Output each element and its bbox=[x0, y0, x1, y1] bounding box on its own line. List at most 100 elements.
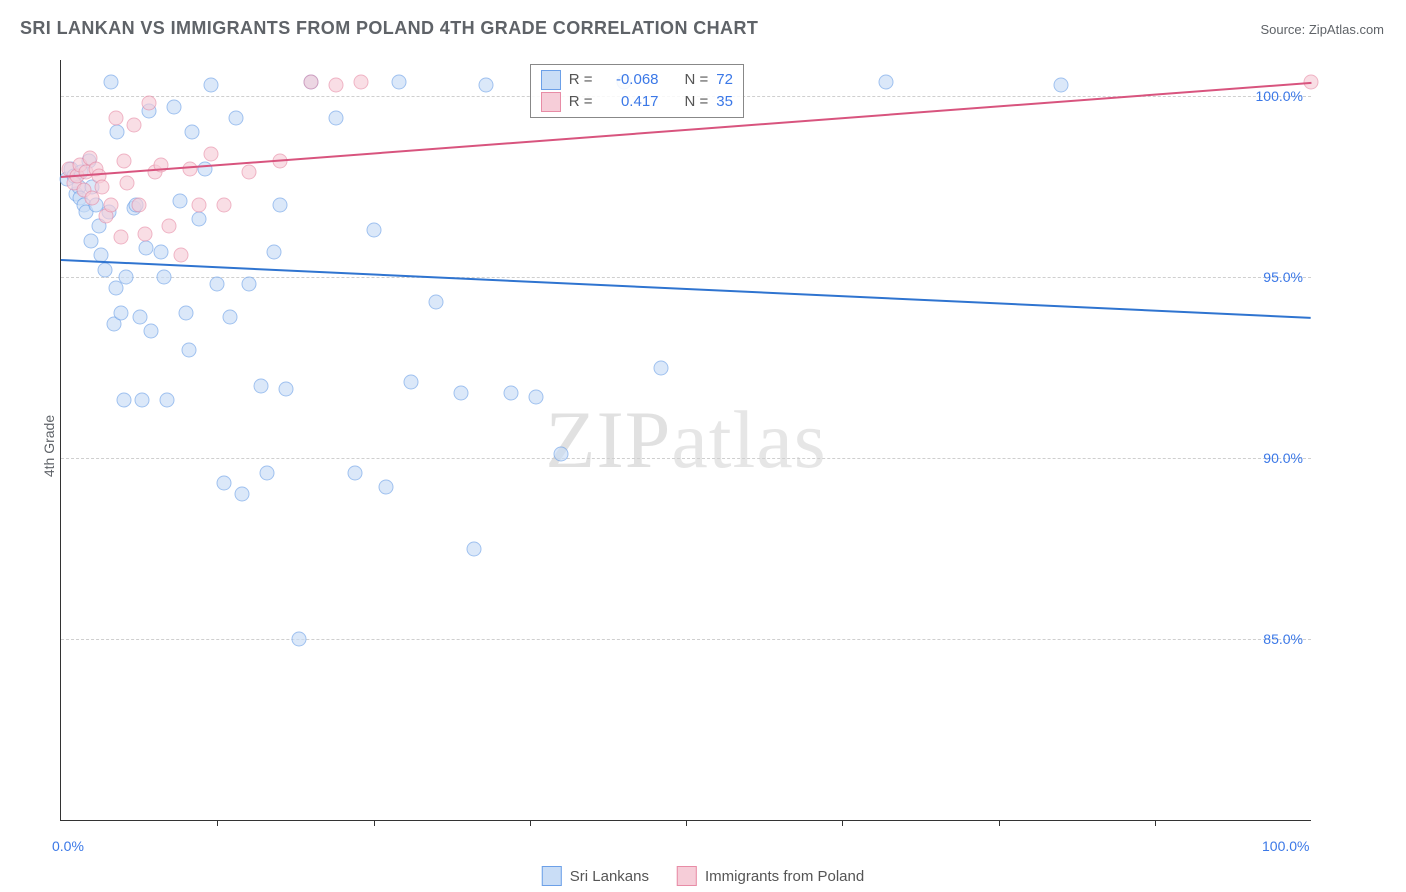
data-point bbox=[120, 176, 135, 191]
source-label: Source: ZipAtlas.com bbox=[1260, 22, 1384, 37]
data-point bbox=[126, 118, 141, 133]
data-point bbox=[191, 212, 206, 227]
y-tick-label: 95.0% bbox=[1263, 269, 1303, 285]
r-value: -0.068 bbox=[601, 69, 659, 91]
data-point bbox=[329, 78, 344, 93]
y-axis-label: 4th Grade bbox=[41, 415, 57, 477]
data-point bbox=[141, 96, 156, 111]
x-tick-mark bbox=[374, 820, 375, 826]
data-point bbox=[266, 244, 281, 259]
x-tick-mark bbox=[217, 820, 218, 826]
data-point bbox=[479, 78, 494, 93]
legend-label: Immigrants from Poland bbox=[705, 868, 864, 885]
data-point bbox=[154, 244, 169, 259]
x-tick-mark bbox=[686, 820, 687, 826]
n-label: N = bbox=[685, 91, 709, 113]
data-point bbox=[241, 277, 256, 292]
data-point bbox=[554, 447, 569, 462]
data-point bbox=[210, 277, 225, 292]
x-tick-mark bbox=[999, 820, 1000, 826]
data-point bbox=[104, 74, 119, 89]
x-tick-mark bbox=[842, 820, 843, 826]
data-point bbox=[116, 393, 131, 408]
data-point bbox=[229, 110, 244, 125]
data-point bbox=[279, 382, 294, 397]
data-point bbox=[131, 197, 146, 212]
x-tick-mark bbox=[530, 820, 531, 826]
legend-item: Sri Lankans bbox=[542, 866, 649, 886]
r-value: 0.417 bbox=[601, 91, 659, 113]
plot-area: ZIPatlas 100.0%95.0%90.0%85.0%R =-0.068N… bbox=[60, 60, 1311, 821]
data-point bbox=[161, 219, 176, 234]
data-point bbox=[529, 389, 544, 404]
data-point bbox=[97, 262, 112, 277]
data-point bbox=[119, 270, 134, 285]
legend-row: R = -0.068 N = 72 bbox=[541, 69, 733, 91]
legend-item: Immigrants from Poland bbox=[677, 866, 864, 886]
data-point bbox=[216, 197, 231, 212]
data-point bbox=[179, 306, 194, 321]
data-point bbox=[391, 74, 406, 89]
data-point bbox=[174, 248, 189, 263]
data-point bbox=[191, 197, 206, 212]
legend-label: Sri Lankans bbox=[570, 868, 649, 885]
data-point bbox=[222, 309, 237, 324]
data-point bbox=[156, 270, 171, 285]
data-point bbox=[110, 125, 125, 140]
data-point bbox=[204, 147, 219, 162]
data-point bbox=[181, 342, 196, 357]
data-point bbox=[204, 78, 219, 93]
data-point bbox=[160, 393, 175, 408]
data-point bbox=[241, 165, 256, 180]
data-point bbox=[172, 194, 187, 209]
data-point bbox=[454, 385, 469, 400]
x-tick-label: 0.0% bbox=[52, 838, 84, 854]
data-point bbox=[466, 541, 481, 556]
data-point bbox=[366, 223, 381, 238]
data-point bbox=[404, 375, 419, 390]
data-point bbox=[135, 393, 150, 408]
data-point bbox=[216, 476, 231, 491]
y-tick-label: 90.0% bbox=[1263, 450, 1303, 466]
data-point bbox=[84, 233, 99, 248]
data-point bbox=[166, 100, 181, 115]
data-point bbox=[95, 179, 110, 194]
data-point bbox=[132, 309, 147, 324]
data-point bbox=[347, 465, 362, 480]
x-tick-label: 100.0% bbox=[1262, 838, 1309, 854]
x-tick-mark bbox=[1155, 820, 1156, 826]
legend-swatch bbox=[541, 92, 561, 112]
legend-swatch bbox=[542, 866, 562, 886]
legend-row: R = 0.417 N = 35 bbox=[541, 91, 733, 113]
data-point bbox=[504, 385, 519, 400]
chart-container: SRI LANKAN VS IMMIGRANTS FROM POLAND 4TH… bbox=[0, 0, 1406, 892]
n-label: N = bbox=[685, 69, 709, 91]
data-point bbox=[379, 480, 394, 495]
data-point bbox=[272, 197, 287, 212]
data-point bbox=[654, 360, 669, 375]
legend-swatch bbox=[541, 70, 561, 90]
legend-swatch bbox=[677, 866, 697, 886]
data-point bbox=[235, 487, 250, 502]
gridline bbox=[61, 458, 1311, 459]
data-point bbox=[104, 197, 119, 212]
data-point bbox=[185, 125, 200, 140]
n-value: 72 bbox=[716, 69, 733, 91]
data-point bbox=[291, 632, 306, 647]
data-point bbox=[329, 110, 344, 125]
data-point bbox=[197, 161, 212, 176]
y-tick-label: 100.0% bbox=[1256, 88, 1303, 104]
data-point bbox=[254, 378, 269, 393]
r-label: R = bbox=[569, 69, 593, 91]
r-label: R = bbox=[569, 91, 593, 113]
n-value: 35 bbox=[716, 91, 733, 113]
data-point bbox=[144, 324, 159, 339]
y-tick-label: 85.0% bbox=[1263, 631, 1303, 647]
data-point bbox=[260, 465, 275, 480]
data-point bbox=[1054, 78, 1069, 93]
data-point bbox=[114, 306, 129, 321]
gridline bbox=[61, 639, 1311, 640]
data-point bbox=[109, 110, 124, 125]
legend-stats: R = -0.068 N = 72 R = 0.417 N = 35 bbox=[530, 64, 744, 118]
data-point bbox=[354, 74, 369, 89]
